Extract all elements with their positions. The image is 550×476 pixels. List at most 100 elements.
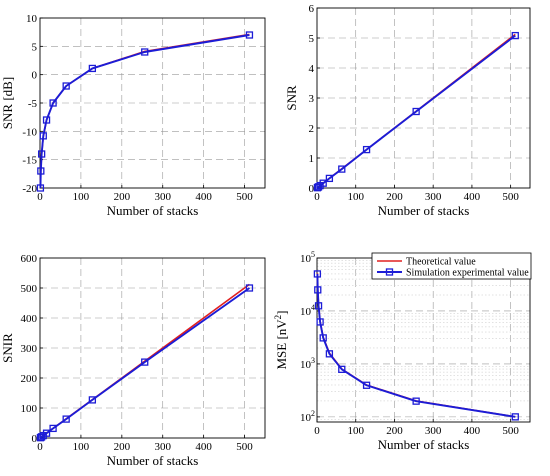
data-point: [362, 381, 371, 389]
y-tick-label: 104: [300, 303, 315, 318]
x-tick-label: 300: [425, 191, 442, 203]
series-line: [316, 273, 516, 418]
y-tick-label: 3: [309, 93, 315, 105]
y-tick-label: -10: [22, 126, 37, 138]
x-tick-label: 200: [386, 191, 403, 203]
data-point: [338, 365, 346, 373]
grid: [317, 258, 530, 422]
plot-area: [317, 258, 530, 422]
x-tick-label: 200: [114, 441, 131, 453]
y-tick-label: 500: [21, 283, 38, 295]
x-tick-label: 400: [464, 191, 481, 203]
x-axis-label: Number of stacks: [378, 203, 470, 218]
data-point: [141, 358, 149, 366]
y-tick-label: 0: [32, 70, 38, 82]
data-point: [62, 82, 70, 90]
chart-panel-3: 0 100 200 300 400 500 0 100 200 300 400 500 600 Numbe…: [0, 253, 266, 468]
y-tick-label: 5: [309, 33, 315, 45]
y-tick-label: 6: [309, 3, 315, 15]
data-point: [362, 145, 371, 154]
x-tick-label: 100: [347, 425, 364, 437]
series-simulation: [313, 31, 519, 192]
data-point: [49, 424, 57, 433]
x-tick-label: 0: [314, 425, 320, 437]
data-point: [412, 107, 420, 116]
grid: [40, 18, 265, 188]
y-tick-label: 2: [309, 123, 315, 135]
x-tick-label: 0: [314, 191, 320, 203]
x-tick-label: 200: [114, 191, 131, 203]
x-tick-label: 400: [464, 425, 481, 437]
y-axis-label: SNR [dB]: [0, 77, 15, 129]
data-point: [412, 397, 420, 405]
y-axis-label: SNR: [284, 85, 299, 111]
x-tick-label: 300: [154, 191, 171, 203]
data-point: [49, 99, 57, 107]
x-tick-label: 100: [347, 191, 364, 203]
data-point: [319, 179, 327, 187]
data-point: [319, 334, 327, 342]
x-tick-label: 100: [73, 441, 90, 453]
x-axis-label: Number of stacks: [107, 453, 199, 468]
data-point: [338, 165, 346, 173]
y-tick-label: 200: [21, 373, 38, 385]
x-axis-label: Number of stacks: [107, 203, 199, 218]
data-point: [62, 415, 70, 423]
y-tick-label: 103: [300, 356, 315, 371]
x-tick-label: 0: [37, 191, 43, 203]
data-point: [314, 302, 323, 310]
y-tick-label: 0: [309, 183, 315, 195]
y-tick-label: 4: [309, 63, 315, 75]
chart-panel-1: 0 100 200 300 400 500 -20 -15 -10 -5 0 5 10 Number of…: [0, 13, 266, 218]
y-tick-label: 5: [32, 41, 38, 53]
data-point: [42, 429, 51, 437]
data-point: [88, 396, 97, 404]
series-simulation: [313, 270, 519, 421]
x-tick-label: 500: [236, 191, 253, 203]
legend-box: [371, 252, 532, 280]
data-point: [36, 184, 45, 192]
y-axis-label: SNIR: [0, 333, 15, 363]
data-point: [42, 116, 51, 124]
data-point: [325, 174, 334, 183]
data-point: [511, 413, 519, 421]
y-tick-label: 300: [21, 343, 38, 355]
data-point: [325, 350, 334, 358]
y-tick-label: 1: [309, 153, 315, 165]
data-point: [37, 167, 45, 175]
data-point: [245, 31, 254, 39]
legend-entry: Theoretical value: [406, 257, 476, 268]
legend-marker: [385, 268, 394, 276]
chart-panel-4: 0 100 200 300 400 500 102 103 104 105 Number of st…: [273, 250, 532, 452]
data-point: [314, 286, 322, 294]
y-axis-label: MSE [nV2]: [273, 310, 289, 369]
grid: [317, 8, 530, 188]
data-point: [316, 318, 324, 326]
data-point: [141, 48, 149, 56]
x-tick-label: 200: [386, 425, 403, 437]
x-tick-label: 500: [236, 441, 253, 453]
y-tick-label: 0: [32, 433, 38, 445]
data-point: [37, 150, 46, 158]
y-tick-label: 600: [21, 253, 38, 265]
chart-panel-2: 0 100 200 300 400 500 0 1 2 3 4 5 6 Number of stacks S…: [284, 3, 531, 218]
x-tick-label: 400: [195, 191, 212, 203]
y-tick-label: -5: [28, 98, 38, 110]
x-tick-label: 0: [37, 441, 43, 453]
x-tick-label: 300: [425, 425, 442, 437]
x-tick-label: 300: [154, 441, 171, 453]
y-tick-label: -20: [22, 183, 37, 195]
y-tick-label: -15: [22, 155, 37, 167]
x-tick-label: 400: [195, 441, 212, 453]
data-point: [88, 64, 97, 73]
y-tick-label: 100: [21, 403, 38, 415]
series-line: [39, 34, 250, 189]
x-axis-label: Number of stacks: [378, 437, 470, 452]
y-tick-label: 10: [26, 13, 38, 25]
x-tick-label: 500: [502, 425, 519, 437]
data-point: [245, 284, 254, 292]
y-tick-label: 102: [300, 409, 315, 424]
data-point: [39, 132, 47, 140]
